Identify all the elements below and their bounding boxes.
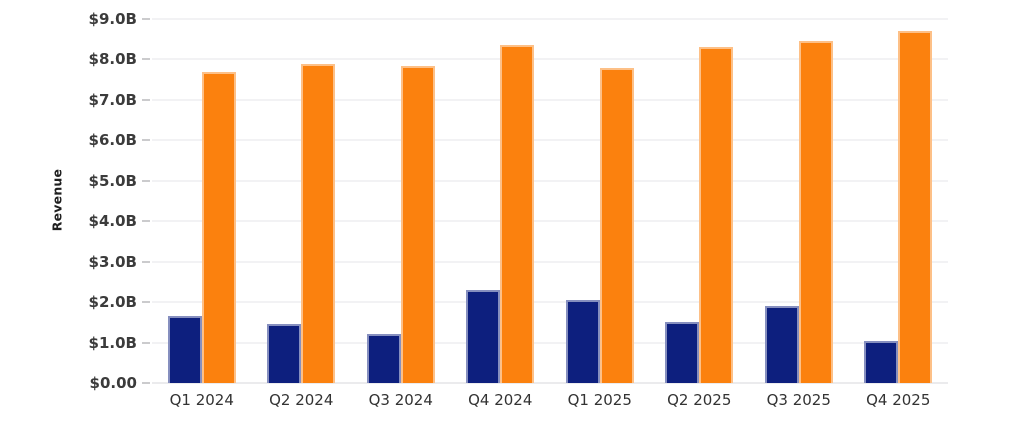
gridline bbox=[152, 58, 948, 61]
y-tick-label: $5.0B bbox=[88, 171, 137, 190]
gridline bbox=[152, 341, 948, 344]
bar-series-navy-q1-2025[interactable] bbox=[565, 300, 600, 383]
bar-group-q3-2025 bbox=[749, 19, 849, 383]
plot-area: $9.0B $8.0B $7.0B $6.0B $5.0B $4.0B $3.0B $2.0B… bbox=[89, 10, 948, 392]
y-tick-label: $7.0B bbox=[88, 90, 137, 109]
bar-series-navy-q4-2025[interactable] bbox=[864, 340, 899, 383]
bar-series-orange-q4-2025[interactable] bbox=[898, 31, 933, 383]
bar-series-orange-q3-2024[interactable] bbox=[400, 65, 435, 383]
y-tick-label: $6.0B bbox=[88, 131, 137, 150]
bar-series-navy-q3-2025[interactable] bbox=[764, 306, 799, 383]
x-axis-label: Q1 2024 bbox=[169, 391, 234, 409]
gridline bbox=[152, 301, 948, 304]
y-axis-tick bbox=[142, 18, 150, 20]
y-axis-tick bbox=[142, 58, 150, 61]
x-axis-label: Q3 2024 bbox=[368, 391, 433, 409]
gridline bbox=[152, 179, 948, 182]
y-axis-tick bbox=[142, 341, 150, 344]
gridline bbox=[152, 382, 948, 384]
bar-series-orange-q4-2024[interactable] bbox=[500, 45, 535, 383]
x-axis-label: Q4 2024 bbox=[468, 391, 533, 409]
y-axis-tick bbox=[142, 220, 150, 223]
y-tick-label: $9.0B bbox=[88, 10, 137, 28]
y-axis-tick bbox=[142, 301, 150, 304]
bar-series-navy-q1-2024[interactable] bbox=[167, 316, 202, 383]
gridline bbox=[152, 98, 948, 101]
x-axis-label: Q1 2025 bbox=[567, 391, 632, 409]
bar-series-navy-q4-2024[interactable] bbox=[466, 289, 501, 383]
gridline bbox=[152, 220, 948, 223]
bar-series-navy-q2-2024[interactable] bbox=[267, 324, 302, 383]
gridline bbox=[152, 139, 948, 142]
x-axis-label: Q4 2025 bbox=[866, 391, 931, 409]
bar-series-orange-q1-2024[interactable] bbox=[201, 71, 236, 383]
x-axis-label: Q2 2025 bbox=[667, 391, 732, 409]
bar-layer bbox=[152, 19, 948, 383]
gridline bbox=[152, 18, 948, 20]
y-tick-label: $8.0B bbox=[88, 50, 137, 69]
x-axis-labels: Q1 2024 Q2 2024 Q3 2024 Q4 2024 Q1 2025 Q2 20… bbox=[152, 391, 948, 409]
bar-group-q1-2025 bbox=[550, 19, 650, 383]
y-axis-tick bbox=[142, 382, 150, 384]
y-axis-tick bbox=[142, 179, 150, 182]
y-axis-tick bbox=[142, 98, 150, 101]
x-axis-label: Q2 2024 bbox=[269, 391, 334, 409]
bar-group-q4-2024 bbox=[451, 19, 551, 383]
y-axis-tick bbox=[142, 260, 150, 263]
y-axis-title: Revenue bbox=[49, 168, 65, 232]
bar-group-q2-2025 bbox=[650, 19, 750, 383]
bar-group-q4-2025 bbox=[849, 19, 949, 383]
y-tick-label: $0.00 bbox=[89, 374, 137, 392]
y-tick-label: $1.0B bbox=[88, 333, 137, 352]
gridline bbox=[152, 260, 948, 263]
bar-group-q3-2024 bbox=[351, 19, 451, 383]
bar-series-orange-q2-2025[interactable] bbox=[699, 47, 734, 383]
bar-series-navy-q3-2024[interactable] bbox=[366, 334, 401, 383]
bar-series-orange-q3-2025[interactable] bbox=[798, 41, 833, 383]
bar-series-orange-q1-2025[interactable] bbox=[599, 67, 634, 383]
bar-series-navy-q2-2025[interactable] bbox=[665, 322, 700, 383]
y-tick-label: $3.0B bbox=[88, 252, 137, 271]
x-axis-label: Q3 2025 bbox=[766, 391, 831, 409]
bar-series-orange-q2-2024[interactable] bbox=[301, 63, 336, 383]
bar-group-q2-2024 bbox=[252, 19, 352, 383]
bar-group-q1-2024 bbox=[152, 19, 252, 383]
y-tick-label: $2.0B bbox=[88, 293, 137, 312]
y-tick-label: $4.0B bbox=[88, 212, 137, 231]
y-axis-tick bbox=[142, 139, 150, 142]
